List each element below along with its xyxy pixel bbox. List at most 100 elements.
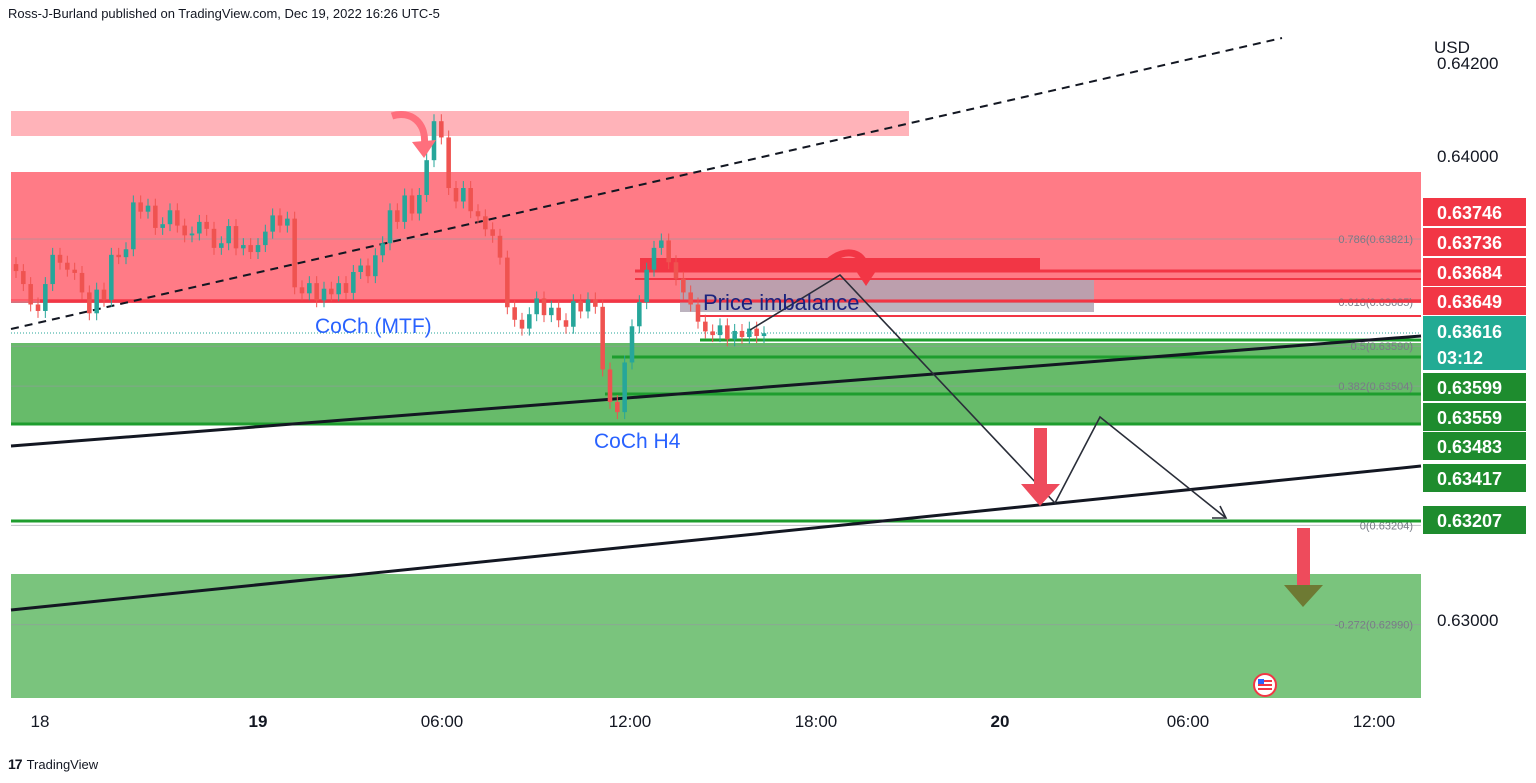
candle-body: [747, 328, 752, 337]
candle-body: [219, 243, 224, 248]
annotation-price-imbalance[interactable]: Price imbalance: [703, 290, 860, 315]
time-tick-label: 06:00: [1167, 712, 1210, 731]
currency-label: USD: [1434, 38, 1470, 57]
price-badge-label: 0.63746: [1437, 203, 1502, 223]
candle-body: [622, 362, 627, 413]
candle-body: [387, 210, 393, 244]
candle-body: [13, 264, 19, 272]
candle-body: [28, 284, 33, 305]
brand-label: TradingView: [26, 756, 99, 772]
candle-body: [145, 205, 151, 212]
candle-body: [365, 265, 371, 277]
candle-body: [292, 218, 297, 288]
fib-level-label: 0.382(0.63504): [1338, 381, 1413, 393]
projected-path: [749, 273, 1227, 519]
price-badge-label: 0.63736: [1437, 233, 1502, 253]
candle-body: [373, 255, 378, 277]
candle-body: [21, 271, 26, 285]
price-tick-label: 0.64200: [1437, 54, 1498, 73]
candle-body: [519, 319, 525, 329]
curved-arrow-head-icon: [854, 268, 878, 286]
price-badge: [1423, 228, 1526, 256]
candle-body: [307, 283, 312, 294]
tradingview-logo-icon[interactable]: 17: [8, 756, 23, 772]
publisher-caption: Ross-J-Burland published on TradingView.…: [8, 6, 440, 21]
trendline-upper: [10, 334, 1422, 448]
candle-body: [50, 254, 55, 285]
candle-body: [72, 269, 77, 273]
supply-zone-upper: [11, 111, 909, 136]
candle-body: [725, 325, 730, 340]
fib-level-label: 0.786(0.63821): [1338, 234, 1413, 246]
candle-body: [688, 292, 693, 305]
candle-body: [314, 283, 319, 301]
candle-body: [395, 210, 400, 222]
price-badge: [1423, 432, 1526, 460]
candle-body: [87, 292, 92, 314]
price-badge: [1423, 506, 1526, 534]
trendline-lower: [10, 464, 1422, 612]
candle-body: [651, 247, 657, 270]
candle-body: [761, 333, 767, 337]
time-tick-label: 06:00: [421, 712, 464, 731]
candle-body: [263, 231, 268, 246]
us-flag-event-icon[interactable]: [1253, 673, 1277, 697]
time-tick-label: 18: [31, 712, 50, 731]
candle-body: [571, 301, 576, 327]
price-tick-label: 0.63000: [1437, 611, 1498, 630]
candle-body: [483, 216, 488, 230]
candle-body: [65, 262, 70, 270]
price-tick-label: 0.64000: [1437, 147, 1498, 166]
candle-body: [534, 298, 539, 315]
candle-body: [153, 205, 158, 228]
annotation-coch-mtf[interactable]: CoCh (MTF): [315, 315, 432, 338]
down-arrow-icon: [1284, 585, 1323, 607]
candle-body: [717, 325, 723, 336]
candle-body: [116, 254, 121, 258]
bar-countdown-label: 03:12: [1437, 348, 1483, 368]
candle-body: [138, 202, 143, 212]
candle-body: [703, 321, 708, 332]
time-tick-label: 20: [991, 712, 1010, 731]
candle-body: [35, 304, 41, 311]
annotation-coch-h4[interactable]: CoCh H4: [594, 430, 681, 453]
footer: 17 TradingView: [8, 756, 98, 772]
time-tick-label: 18:00: [795, 712, 838, 731]
demand-zone-h4: [11, 343, 1421, 424]
down-arrow-shaft: [1297, 528, 1310, 586]
candle-body: [563, 320, 569, 327]
candle-body: [277, 215, 283, 226]
candle-body: [512, 307, 517, 320]
candle-body: [439, 121, 444, 138]
imbalance-box: [680, 278, 1094, 312]
price-badge-label: 0.63483: [1437, 437, 1502, 457]
candle-body: [204, 221, 209, 229]
candle-body: [607, 369, 613, 402]
candlestick-series: [13, 114, 767, 420]
price-badge-label: 0.63417: [1437, 469, 1502, 489]
candle-body: [695, 304, 701, 322]
candle-body: [681, 278, 686, 293]
candle-body: [321, 288, 327, 301]
candle-body: [578, 301, 583, 312]
candle-body: [380, 243, 385, 256]
projected-path-arrowhead: [1212, 505, 1228, 519]
candle-body: [497, 235, 503, 258]
candle-body: [461, 188, 466, 202]
price-axis[interactable]: USD 0.64200 0.64000 0.63000 0.63746 0.63736…: [1423, 38, 1526, 630]
candle-body: [629, 326, 635, 363]
time-axis[interactable]: 18 19 06:00 12:00 18:00 20 06:00 12:00: [31, 712, 1396, 731]
candle-body: [600, 306, 605, 370]
candle-body: [189, 233, 195, 236]
candle-body: [285, 218, 290, 226]
candle-body: [541, 298, 547, 316]
candle-body: [666, 240, 671, 263]
price-badge-label: 0.63207: [1437, 511, 1502, 531]
candle-body: [182, 225, 187, 236]
fib-level-label: 0.618(0.63685): [1338, 297, 1413, 309]
candle-body: [270, 215, 275, 232]
candle-body: [167, 210, 173, 225]
candle-body: [43, 284, 48, 311]
candle-body: [409, 195, 415, 214]
